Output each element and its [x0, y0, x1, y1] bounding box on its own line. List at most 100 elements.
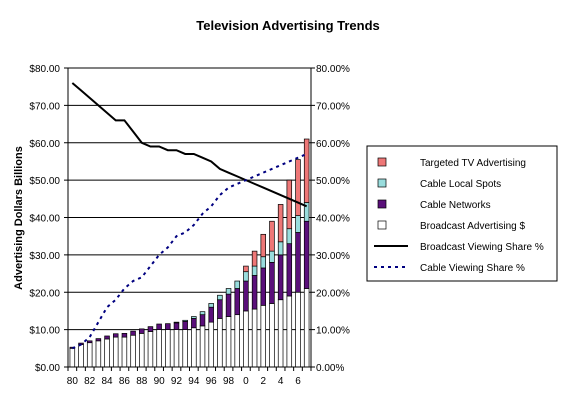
legend: Targeted TV Advertising Cable Local Spots… — [366, 145, 558, 282]
line-group — [71, 82, 308, 350]
bar-segment — [147, 331, 154, 368]
bar-segment — [295, 215, 301, 233]
bar-segment — [260, 267, 267, 306]
bar-segment — [295, 291, 301, 368]
y-tick-label: $70.00 — [29, 101, 60, 112]
legend-swatch — [377, 220, 387, 230]
y2-tick-label: 20.00% — [316, 288, 350, 299]
legend-label: Cable Viewing Share % — [420, 263, 525, 274]
bar-segment — [243, 280, 249, 312]
bar-segment — [277, 254, 284, 301]
y2-tick-label: 30.00% — [316, 251, 350, 262]
bar-segment — [217, 318, 223, 368]
bar-segment — [191, 318, 197, 329]
bar-segment — [234, 280, 240, 289]
bar-segment — [251, 275, 258, 310]
legend-label: Cable Local Spots — [420, 179, 501, 190]
y2-tick-label: 60.00% — [316, 139, 350, 150]
bar-segment — [139, 333, 145, 368]
bar-segment — [199, 325, 206, 368]
bar-segment — [104, 335, 110, 340]
bar-segment — [225, 316, 232, 368]
y2-tick-label: 70.00% — [316, 101, 350, 112]
bar-segment — [112, 336, 119, 368]
bar-segment — [156, 323, 162, 330]
chart-title: Television Advertising Trends — [196, 18, 380, 33]
legend-label: Targeted TV Advertising — [420, 158, 526, 169]
legend-box — [366, 145, 558, 282]
bar-segment — [286, 228, 293, 245]
bar-segment — [173, 321, 180, 324]
legend-swatch — [377, 199, 387, 209]
x-tick-label: 98 — [223, 376, 235, 387]
bar-segment — [69, 347, 76, 368]
bar-segment — [147, 326, 154, 332]
bar-segment — [243, 310, 249, 368]
bar-segment — [86, 340, 93, 344]
bar-segment — [191, 316, 197, 319]
bar-segment — [277, 204, 284, 243]
bar-segment — [130, 334, 136, 368]
x-tick-label: 88 — [136, 376, 148, 387]
bar-segment — [104, 338, 110, 368]
bar-segment — [173, 322, 180, 330]
bar-segment — [217, 294, 223, 301]
y2-tick-label: 50.00% — [316, 176, 350, 187]
bar-segment — [286, 295, 293, 368]
gridlines — [68, 67, 311, 331]
x-tick-label: 6 — [295, 376, 301, 387]
bar-segment — [208, 303, 214, 308]
bar-segment — [234, 288, 240, 316]
y-tick-label: $10.00 — [29, 326, 60, 337]
bar-segment — [286, 243, 293, 297]
y-tick-label: $20.00 — [29, 288, 60, 299]
series-line — [71, 82, 308, 208]
x-tick-label: 90 — [154, 376, 166, 387]
bar-segment — [165, 329, 171, 368]
legend-label: Broadcast Advertising $ — [420, 221, 525, 232]
y2-tick-label: 80.00% — [316, 64, 350, 75]
legend-label: Cable Networks — [420, 200, 491, 211]
y2-tick-label: 40.00% — [316, 214, 350, 225]
y-tick-label: $80.00 — [29, 64, 60, 75]
bar-segment — [234, 314, 240, 368]
bar-segment — [251, 265, 258, 276]
bar-segment — [303, 138, 310, 203]
x-tick-label: 80 — [67, 376, 79, 387]
x-tick-label: 94 — [188, 376, 200, 387]
y-tick-label: $60.00 — [29, 139, 60, 150]
bar-segment — [286, 179, 293, 230]
bar-segment — [251, 250, 258, 267]
bar-segment — [295, 232, 301, 293]
bar-group — [69, 138, 310, 368]
bar-segment — [260, 256, 267, 269]
bar-segment — [182, 319, 188, 322]
legend-swatch — [377, 157, 387, 167]
bar-segment — [217, 299, 223, 319]
bar-segment — [243, 265, 249, 273]
y-tick-label: $50.00 — [29, 176, 60, 187]
bar-segment — [277, 241, 284, 256]
bar-segment — [112, 333, 119, 338]
x-tick-label: 0 — [243, 376, 249, 387]
bar-segment — [225, 293, 232, 317]
bar-segment — [243, 271, 249, 282]
bar-segment — [121, 333, 128, 338]
bar-segment — [95, 340, 102, 368]
y2-tick-label: 0.00% — [316, 363, 344, 374]
bar-segment — [86, 342, 93, 368]
x-tick-label: 92 — [171, 376, 183, 387]
y-tick-label: $40.00 — [29, 214, 60, 225]
bar-segment — [139, 328, 145, 334]
bar-segment — [78, 344, 84, 368]
bar-segment — [251, 308, 258, 368]
bar-segment — [173, 329, 180, 368]
x-tick-label: 82 — [84, 376, 96, 387]
bar-segment — [165, 323, 171, 330]
bar-segment — [225, 288, 232, 295]
bar-segment — [295, 159, 301, 216]
x-tick-label: 84 — [101, 376, 113, 387]
legend-label: Broadcast Viewing Share % — [420, 242, 544, 253]
y2-tick-label: 10.00% — [316, 326, 350, 337]
